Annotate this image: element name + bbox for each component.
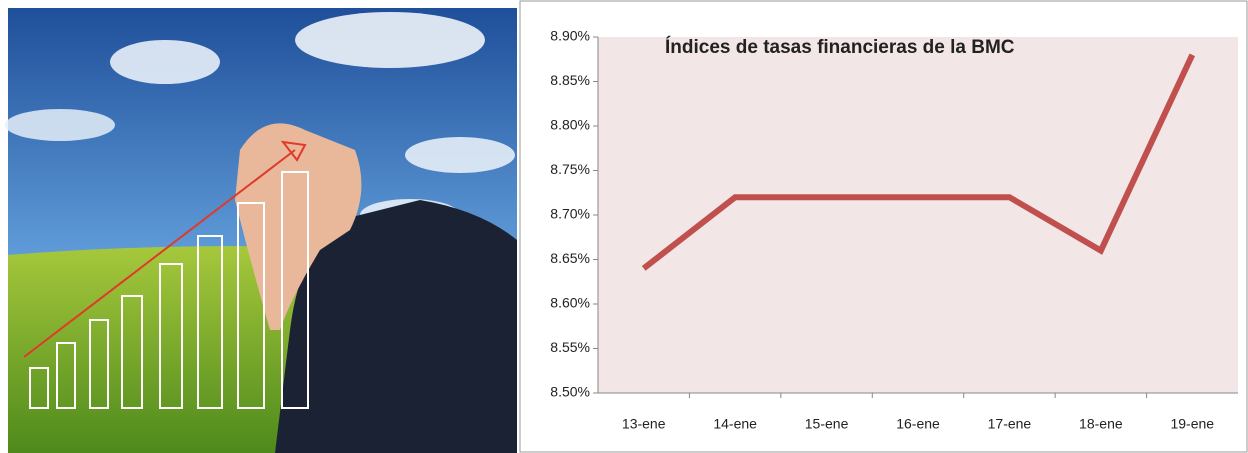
x-tick-label: 14-ene: [713, 416, 757, 432]
y-tick-label: 8.85%: [550, 72, 590, 88]
x-tick-label: 13-ene: [622, 416, 666, 432]
x-tick-label: 17-ene: [988, 416, 1032, 432]
series-line: [641, 53, 1196, 271]
y-tick-label: 8.60%: [550, 295, 590, 311]
y-tick-label: 8.50%: [550, 384, 590, 400]
x-tick-label: 16-ene: [896, 416, 940, 432]
y-tick-label: 8.90%: [550, 28, 590, 44]
y-tick-label: 8.65%: [550, 250, 590, 266]
photo: [5, 8, 517, 453]
x-tick-label: 18-ene: [1079, 416, 1123, 432]
y-tick-label: 8.70%: [550, 206, 590, 222]
y-tick-label: 8.80%: [550, 117, 590, 133]
x-tick-label: 15-ene: [805, 416, 849, 432]
chart-title: Índices de tasas financieras de la BMC: [665, 36, 1015, 58]
x-tick-label: 19-ene: [1170, 416, 1214, 432]
y-tick-label: 8.75%: [550, 161, 590, 177]
plot-area: [598, 37, 1238, 393]
y-tick-label: 8.55%: [550, 339, 590, 355]
